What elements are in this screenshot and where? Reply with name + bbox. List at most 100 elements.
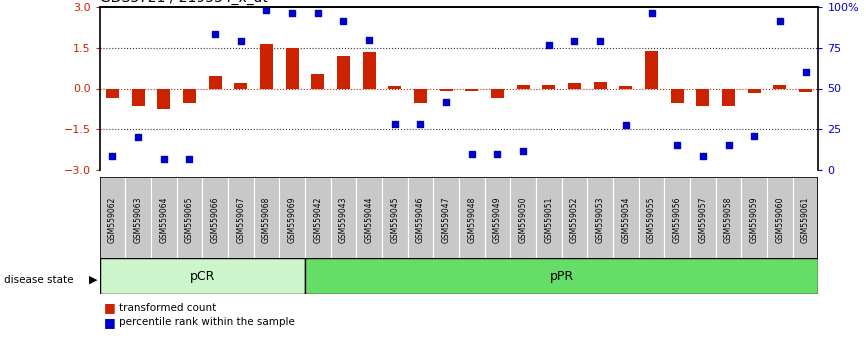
Bar [799,88,812,92]
Text: GSM559060: GSM559060 [775,196,785,243]
Point [593,38,607,44]
Point [260,7,274,13]
Point [798,69,812,75]
Point [106,154,120,159]
Text: GSM559048: GSM559048 [468,196,476,243]
Point [157,156,171,162]
Text: GSM559062: GSM559062 [108,196,117,243]
Text: ▶: ▶ [89,275,98,285]
Bar [517,85,530,88]
Bar [100,258,305,294]
Bar [312,74,324,88]
Bar [664,177,690,262]
Bar [645,51,658,88]
Bar [562,177,587,262]
Point [414,121,428,127]
Text: GSM559046: GSM559046 [416,196,425,243]
Text: GSM559067: GSM559067 [236,196,245,243]
Bar [132,88,145,106]
Text: ■: ■ [104,316,116,329]
Bar [305,177,331,262]
Text: GSM559055: GSM559055 [647,196,656,243]
Bar [587,177,613,262]
Bar [619,86,632,88]
Bar [485,177,510,262]
Point [696,154,710,159]
Bar [183,88,196,103]
Point [542,42,556,48]
Text: GSM559042: GSM559042 [313,196,322,243]
Point [439,99,453,105]
Text: GSM559061: GSM559061 [801,196,810,243]
Bar [260,44,273,88]
Bar [613,177,638,262]
Text: GSM559063: GSM559063 [133,196,143,243]
Bar [767,177,792,262]
Bar [286,48,299,88]
Bar [408,177,433,262]
Text: disease state: disease state [4,275,74,285]
Bar [465,88,478,91]
Bar [638,177,664,262]
Point [490,151,504,156]
Bar [106,88,119,98]
Bar [177,177,203,262]
Text: GSM559052: GSM559052 [570,196,579,243]
Bar [228,177,254,262]
Bar [594,82,606,88]
Bar [235,82,247,88]
Text: GSM559051: GSM559051 [545,196,553,243]
Point [619,122,633,128]
Bar [542,85,555,88]
Bar [536,177,562,262]
Point [670,143,684,148]
Bar [741,177,767,262]
Bar [158,88,171,109]
Bar [696,88,709,106]
Bar [773,85,786,88]
Text: GSM559043: GSM559043 [339,196,348,243]
Point [183,156,197,162]
Text: GSM559066: GSM559066 [210,196,220,243]
Text: transformed count: transformed count [119,303,216,313]
Text: GDS3721 / 219534_x_at: GDS3721 / 219534_x_at [100,0,268,5]
Point [388,121,402,127]
Bar [100,177,126,262]
Point [721,143,735,148]
Text: GSM559049: GSM559049 [493,196,502,243]
Text: pPR: pPR [550,270,574,282]
Text: GSM559044: GSM559044 [365,196,373,243]
Bar [747,88,760,93]
Text: GSM559057: GSM559057 [698,196,708,243]
Bar [279,177,305,262]
Bar [337,56,350,88]
Text: GSM559059: GSM559059 [750,196,759,243]
Bar [722,88,735,106]
Point [285,10,299,15]
Bar [388,86,401,88]
Bar [203,177,228,262]
Point [131,135,145,140]
Bar [331,177,356,262]
Point [208,32,222,37]
Point [337,18,351,23]
Bar [568,82,581,88]
Bar [126,177,151,262]
Bar [715,177,741,262]
Point [516,148,530,154]
Bar [510,177,536,262]
Bar [151,177,177,262]
Bar [491,88,504,98]
Bar [363,52,376,88]
Text: percentile rank within the sample: percentile rank within the sample [119,317,294,327]
Point [773,18,787,23]
Text: GSM559068: GSM559068 [262,196,271,243]
Point [362,37,376,42]
Text: GSM559050: GSM559050 [519,196,527,243]
Text: GSM559056: GSM559056 [673,196,682,243]
Text: GSM559054: GSM559054 [621,196,630,243]
Point [567,38,581,44]
Bar [382,177,408,262]
Text: ■: ■ [104,302,116,314]
Point [747,133,761,139]
